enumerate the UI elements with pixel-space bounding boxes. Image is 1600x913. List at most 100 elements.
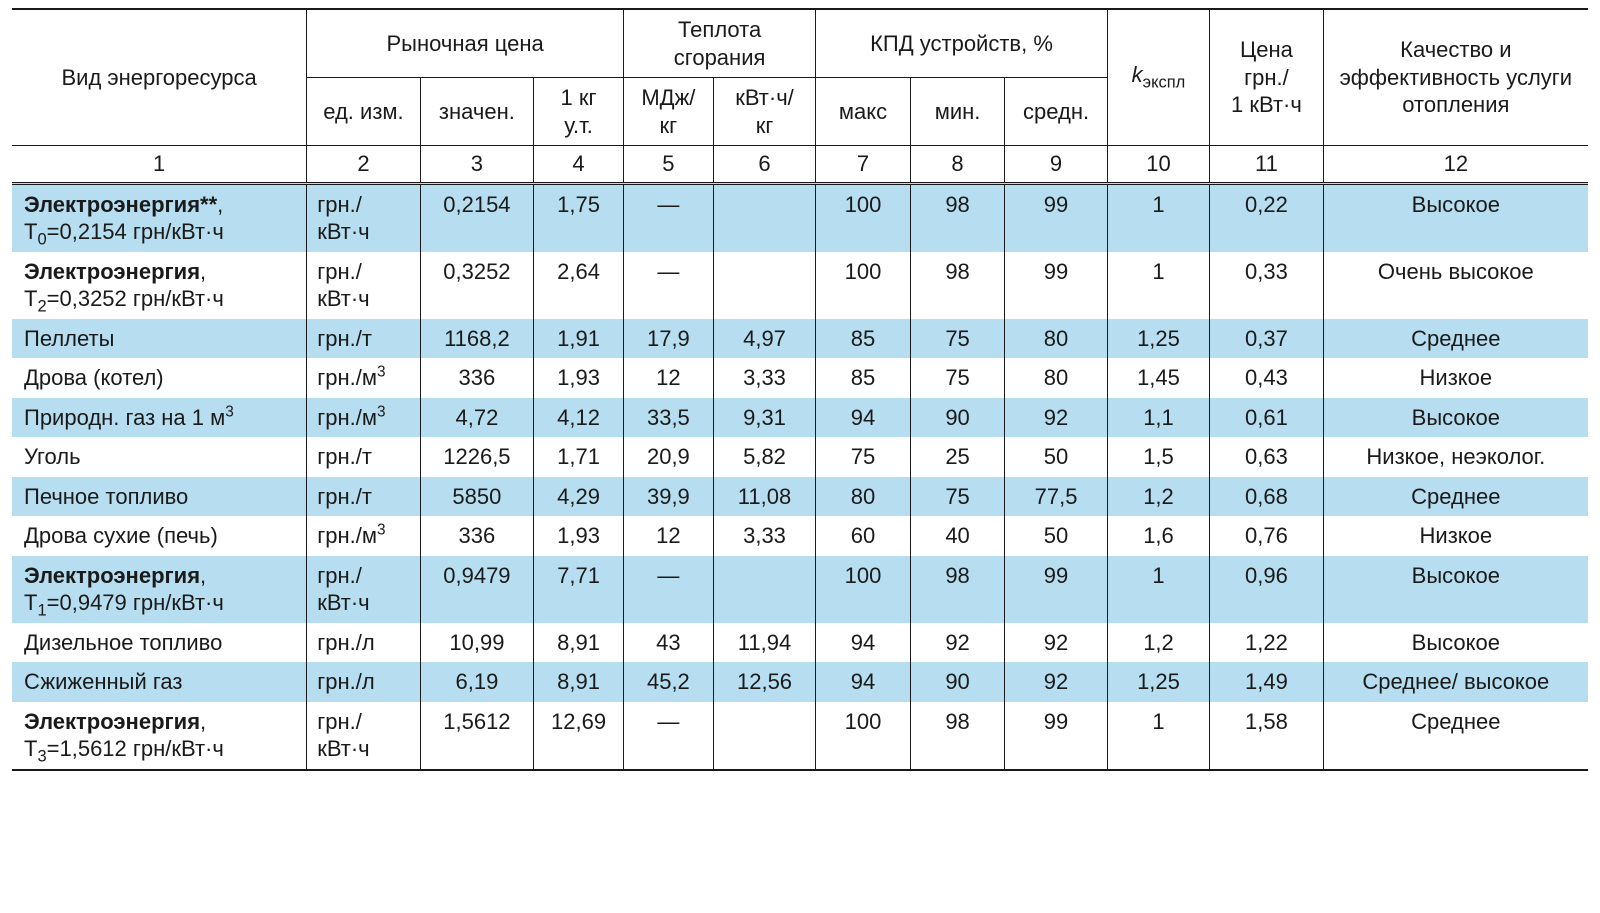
cell: Среднее/ высокое xyxy=(1323,662,1588,702)
cell xyxy=(713,556,815,623)
hdr-colnum: 9 xyxy=(1005,146,1107,184)
cell-label: Дизельное топливо xyxy=(12,623,307,663)
cell: Среднее xyxy=(1323,702,1588,770)
cell: 1,6 xyxy=(1107,516,1209,556)
cell: 80 xyxy=(1005,319,1107,359)
table-row: Электроэнергия,T2=0,3252 грн/кВт·чгрн./к… xyxy=(12,252,1588,319)
cell-label: Природн. газ на 1 м3 xyxy=(12,398,307,438)
cell-unit: грн./кВт·ч xyxy=(307,556,420,623)
hdr-colnum: 4 xyxy=(534,146,624,184)
cell: 4,12 xyxy=(534,398,624,438)
cell: 4,72 xyxy=(420,398,533,438)
cell: 100 xyxy=(816,556,911,623)
table-row: Дрова (котел)грн./м33361,93123,338575801… xyxy=(12,358,1588,398)
cell: 98 xyxy=(910,702,1005,770)
cell: 1 xyxy=(1107,183,1209,252)
hdr-colnum: 3 xyxy=(420,146,533,184)
cell: Высокое xyxy=(1323,183,1588,252)
table-header: Вид энергоресурса Рыночная цена Теплота … xyxy=(12,9,1588,183)
cell: 4,97 xyxy=(713,319,815,359)
cell: Очень высокое xyxy=(1323,252,1588,319)
cell: 90 xyxy=(910,398,1005,438)
cell-label: Электроэнергия,T1=0,9479 грн/кВт·ч xyxy=(12,556,307,623)
cell: 1,2 xyxy=(1107,477,1209,517)
hdr-per-kg: 1 кгу.т. xyxy=(534,78,624,146)
hdr-price-group: Рыночная цена xyxy=(307,9,624,78)
cell: 11,08 xyxy=(713,477,815,517)
cell: 0,22 xyxy=(1210,183,1323,252)
cell: 75 xyxy=(910,477,1005,517)
hdr-avg: средн. xyxy=(1005,78,1107,146)
hdr-colnum: 8 xyxy=(910,146,1005,184)
cell-label: Сжиженный газ xyxy=(12,662,307,702)
hdr-resource: Вид энергоресурса xyxy=(12,9,307,146)
hdr-colnum: 2 xyxy=(307,146,420,184)
cell: — xyxy=(623,252,713,319)
cell: Среднее xyxy=(1323,319,1588,359)
table-row: Пеллетыгрн./т1168,21,9117,94,978575801,2… xyxy=(12,319,1588,359)
cell: 39,9 xyxy=(623,477,713,517)
cell: 92 xyxy=(1005,398,1107,438)
cell: 1,45 xyxy=(1107,358,1209,398)
cell: 5850 xyxy=(420,477,533,517)
table-row: Угольгрн./т1226,51,7120,95,827525501,50,… xyxy=(12,437,1588,477)
cell: Высокое xyxy=(1323,556,1588,623)
cell: 0,68 xyxy=(1210,477,1323,517)
cell: 1 xyxy=(1107,702,1209,770)
cell xyxy=(713,252,815,319)
cell: 80 xyxy=(816,477,911,517)
hdr-value: значен. xyxy=(420,78,533,146)
cell: 0,76 xyxy=(1210,516,1323,556)
table-row: Печное топливогрн./т58504,2939,911,08807… xyxy=(12,477,1588,517)
hdr-heat-group: Теплота сгорания xyxy=(623,9,815,78)
cell: 0,33 xyxy=(1210,252,1323,319)
cell: 17,9 xyxy=(623,319,713,359)
cell-label: Пеллеты xyxy=(12,319,307,359)
hdr-colnum: 10 xyxy=(1107,146,1209,184)
cell: Низкое xyxy=(1323,358,1588,398)
cell-unit: грн./кВт·ч xyxy=(307,252,420,319)
cell: 98 xyxy=(910,556,1005,623)
cell-label: Электроэнергия,T3=1,5612 грн/кВт·ч xyxy=(12,702,307,770)
cell: 1,58 xyxy=(1210,702,1323,770)
cell-unit: грн./т xyxy=(307,437,420,477)
hdr-price-kwh: Цена грн./1 кВт·ч xyxy=(1210,9,1323,146)
cell: 20,9 xyxy=(623,437,713,477)
cell: 75 xyxy=(910,358,1005,398)
cell-unit: грн./кВт·ч xyxy=(307,183,420,252)
cell-label: Электроэнергия**,T0=0,2154 грн/кВт·ч xyxy=(12,183,307,252)
cell: 99 xyxy=(1005,252,1107,319)
cell-unit: грн./м3 xyxy=(307,516,420,556)
cell: 90 xyxy=(910,662,1005,702)
cell: Среднее xyxy=(1323,477,1588,517)
cell: 100 xyxy=(816,702,911,770)
cell: 1,1 xyxy=(1107,398,1209,438)
cell: 1,71 xyxy=(534,437,624,477)
hdr-kwh: кВт·ч/кг xyxy=(713,78,815,146)
cell: Низкое, неэколог. xyxy=(1323,437,1588,477)
cell: 12 xyxy=(623,358,713,398)
cell: 92 xyxy=(1005,623,1107,663)
cell: — xyxy=(623,556,713,623)
cell: 98 xyxy=(910,183,1005,252)
cell: 92 xyxy=(910,623,1005,663)
hdr-eff-group: КПД устройств, % xyxy=(816,9,1108,78)
hdr-max: макс xyxy=(816,78,911,146)
cell: 336 xyxy=(420,358,533,398)
cell: 1,2 xyxy=(1107,623,1209,663)
cell: 40 xyxy=(910,516,1005,556)
cell: 12 xyxy=(623,516,713,556)
cell: Высокое xyxy=(1323,398,1588,438)
hdr-mj: МДж/кг xyxy=(623,78,713,146)
cell-unit: грн./л xyxy=(307,623,420,663)
cell: 0,2154 xyxy=(420,183,533,252)
cell-label: Дрова сухие (печь) xyxy=(12,516,307,556)
cell: 0,61 xyxy=(1210,398,1323,438)
cell: 2,64 xyxy=(534,252,624,319)
cell: 80 xyxy=(1005,358,1107,398)
cell-unit: грн./м3 xyxy=(307,358,420,398)
cell: Высокое xyxy=(1323,623,1588,663)
header-index-row: 123456789101112 xyxy=(12,146,1588,184)
cell: 3,33 xyxy=(713,516,815,556)
cell: 77,5 xyxy=(1005,477,1107,517)
